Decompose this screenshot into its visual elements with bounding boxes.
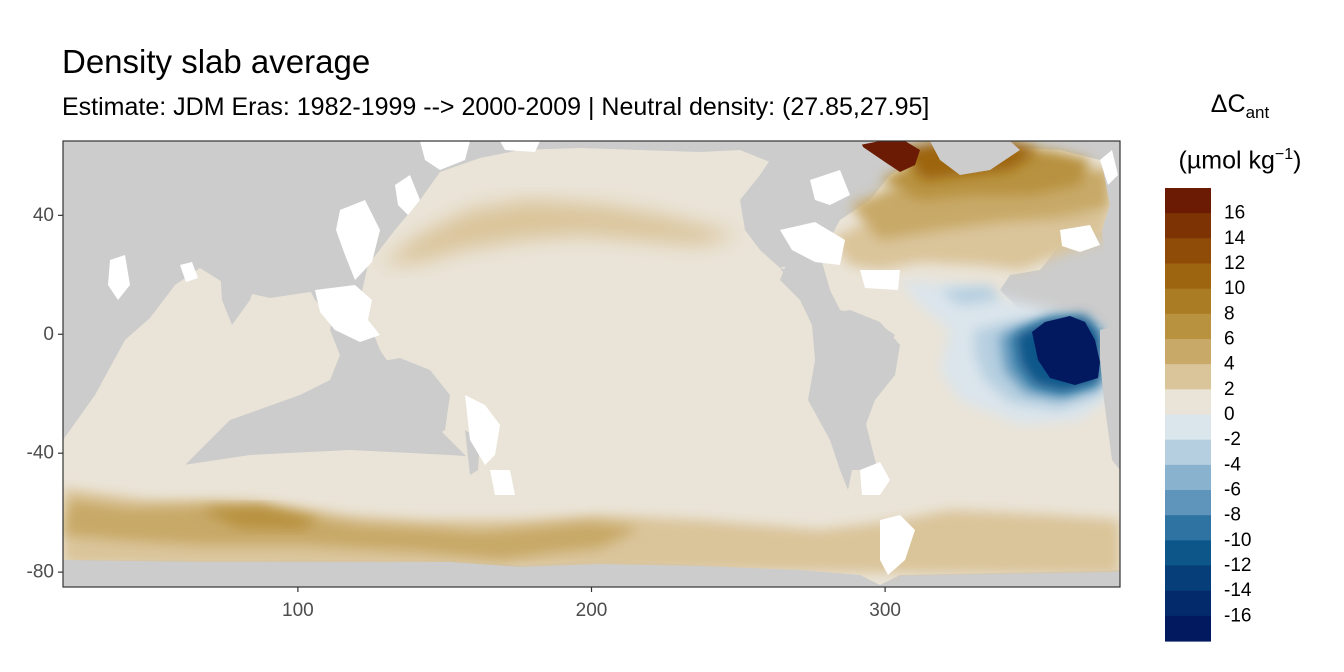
land-africa-arabia bbox=[63, 141, 430, 360]
y-tick-label-minus80: -80 bbox=[27, 562, 54, 583]
southern-band-core bbox=[200, 505, 320, 530]
legend-swatch bbox=[1165, 540, 1211, 567]
east-atlantic-negative bbox=[900, 280, 1105, 425]
legend-label: 14 bbox=[1224, 228, 1246, 249]
legend-label: 10 bbox=[1224, 278, 1245, 299]
no-data-tasman bbox=[490, 470, 515, 495]
legend-label: 2 bbox=[1224, 379, 1235, 400]
legend-label: -14 bbox=[1224, 580, 1252, 601]
legend-swatch bbox=[1165, 339, 1211, 365]
legend-label: -8 bbox=[1224, 505, 1241, 526]
legend-swatch bbox=[1165, 464, 1211, 491]
legend-label: 16 bbox=[1224, 203, 1245, 224]
legend-swatch bbox=[1165, 515, 1211, 541]
legend-unit-prefix: (µmol kg bbox=[1178, 146, 1275, 175]
no-data-persian-gulf bbox=[180, 262, 198, 282]
legend-swatch bbox=[1165, 188, 1211, 214]
legend-swatch bbox=[1165, 389, 1211, 416]
land-masses bbox=[63, 141, 1120, 587]
southern-positive-band bbox=[63, 488, 1120, 575]
legend-variable-sub: ant bbox=[1245, 103, 1270, 122]
land-central-america bbox=[780, 268, 815, 295]
land-greenland bbox=[930, 141, 1020, 175]
land-australia bbox=[335, 358, 450, 445]
legend-variable: ΔCant bbox=[1150, 88, 1330, 129]
x-axis: 100 200 300 bbox=[282, 587, 901, 621]
legend-swatch bbox=[1165, 615, 1211, 642]
legend-label: 4 bbox=[1224, 354, 1235, 375]
legend-label: 12 bbox=[1224, 253, 1245, 274]
no-data-china-seas bbox=[336, 200, 380, 280]
no-data-north-pacific bbox=[500, 141, 540, 152]
land-india bbox=[220, 268, 258, 325]
legend-label: -4 bbox=[1224, 454, 1241, 475]
no-data-north-sea bbox=[1100, 150, 1118, 185]
legend-swatch bbox=[1165, 238, 1211, 265]
legend-variable-main: ΔC bbox=[1210, 90, 1246, 118]
x-tick-label-200: 200 bbox=[576, 600, 608, 621]
legend-swatch bbox=[1165, 590, 1211, 617]
legend-label: 8 bbox=[1224, 303, 1235, 324]
no-data-antarctic-peninsula bbox=[880, 515, 915, 575]
legend-unit: (µmol kg−1) bbox=[1150, 139, 1330, 176]
map-panel bbox=[63, 141, 1120, 587]
x-tick-label-300: 300 bbox=[869, 600, 901, 621]
land-antarctica bbox=[63, 560, 1120, 587]
legend-label: -16 bbox=[1224, 605, 1251, 626]
southern-band-inner bbox=[63, 500, 640, 560]
legend-label: 0 bbox=[1224, 404, 1235, 425]
legend-swatch bbox=[1165, 439, 1211, 466]
na-band-max bbox=[860, 141, 920, 172]
chart-subtitle: Estimate: JDM Eras: 1982-1999 --> 2000-2… bbox=[62, 93, 930, 121]
legend-swatch bbox=[1165, 213, 1211, 239]
legend-label: -10 bbox=[1224, 530, 1251, 551]
legend-label: -2 bbox=[1224, 429, 1241, 450]
legend-colorbar: 16 14 12 10 8 6 4 2 0 -2 -4 -6 -8 -10 -12 -14 -16 bbox=[1165, 188, 1252, 642]
y-tick-label-40: 40 bbox=[33, 205, 54, 226]
legend-swatch bbox=[1165, 288, 1211, 315]
no-data-regions bbox=[108, 141, 1118, 575]
y-axis: 40 0 -40 -80 bbox=[27, 205, 63, 583]
legend-label: 6 bbox=[1224, 329, 1235, 350]
legend-swatch bbox=[1165, 364, 1211, 390]
no-data-indonesia bbox=[315, 285, 380, 342]
no-data-caribbean bbox=[860, 270, 900, 290]
neg-band-max bbox=[1032, 316, 1100, 385]
land-africa-east-edge bbox=[1100, 325, 1120, 470]
no-data-hudson bbox=[810, 170, 850, 205]
no-data-japan bbox=[395, 175, 420, 215]
legend-label: -12 bbox=[1224, 555, 1251, 576]
indian-ocean bbox=[63, 268, 340, 495]
y-tick-label-0: 0 bbox=[43, 324, 54, 345]
y-tick-label-minus40: -40 bbox=[27, 443, 54, 464]
no-data-australia-south bbox=[465, 395, 500, 465]
no-data-arctic-pacific bbox=[420, 141, 470, 170]
no-data-red-sea bbox=[108, 255, 130, 300]
legend-unit-sup: −1 bbox=[1274, 146, 1294, 163]
legend-swatch bbox=[1165, 313, 1211, 340]
no-data-mediterranean bbox=[1060, 225, 1100, 252]
legend-label: -6 bbox=[1224, 480, 1241, 501]
north-pacific-band bbox=[380, 200, 740, 265]
legend-swatch bbox=[1165, 263, 1211, 290]
chart-title: Density slab average bbox=[62, 43, 371, 80]
legend-unit-suffix: ) bbox=[1293, 146, 1302, 175]
legend-swatch bbox=[1165, 490, 1211, 516]
x-tick-label-100: 100 bbox=[282, 600, 314, 621]
no-data-gulf-mexico bbox=[780, 222, 845, 265]
legend-title: ΔCant (µmol kg−1) bbox=[1150, 88, 1330, 176]
legend-swatch bbox=[1165, 414, 1211, 441]
land-south-america bbox=[818, 310, 900, 490]
no-data-patagonia bbox=[860, 462, 890, 495]
legend-swatch bbox=[1165, 565, 1211, 592]
